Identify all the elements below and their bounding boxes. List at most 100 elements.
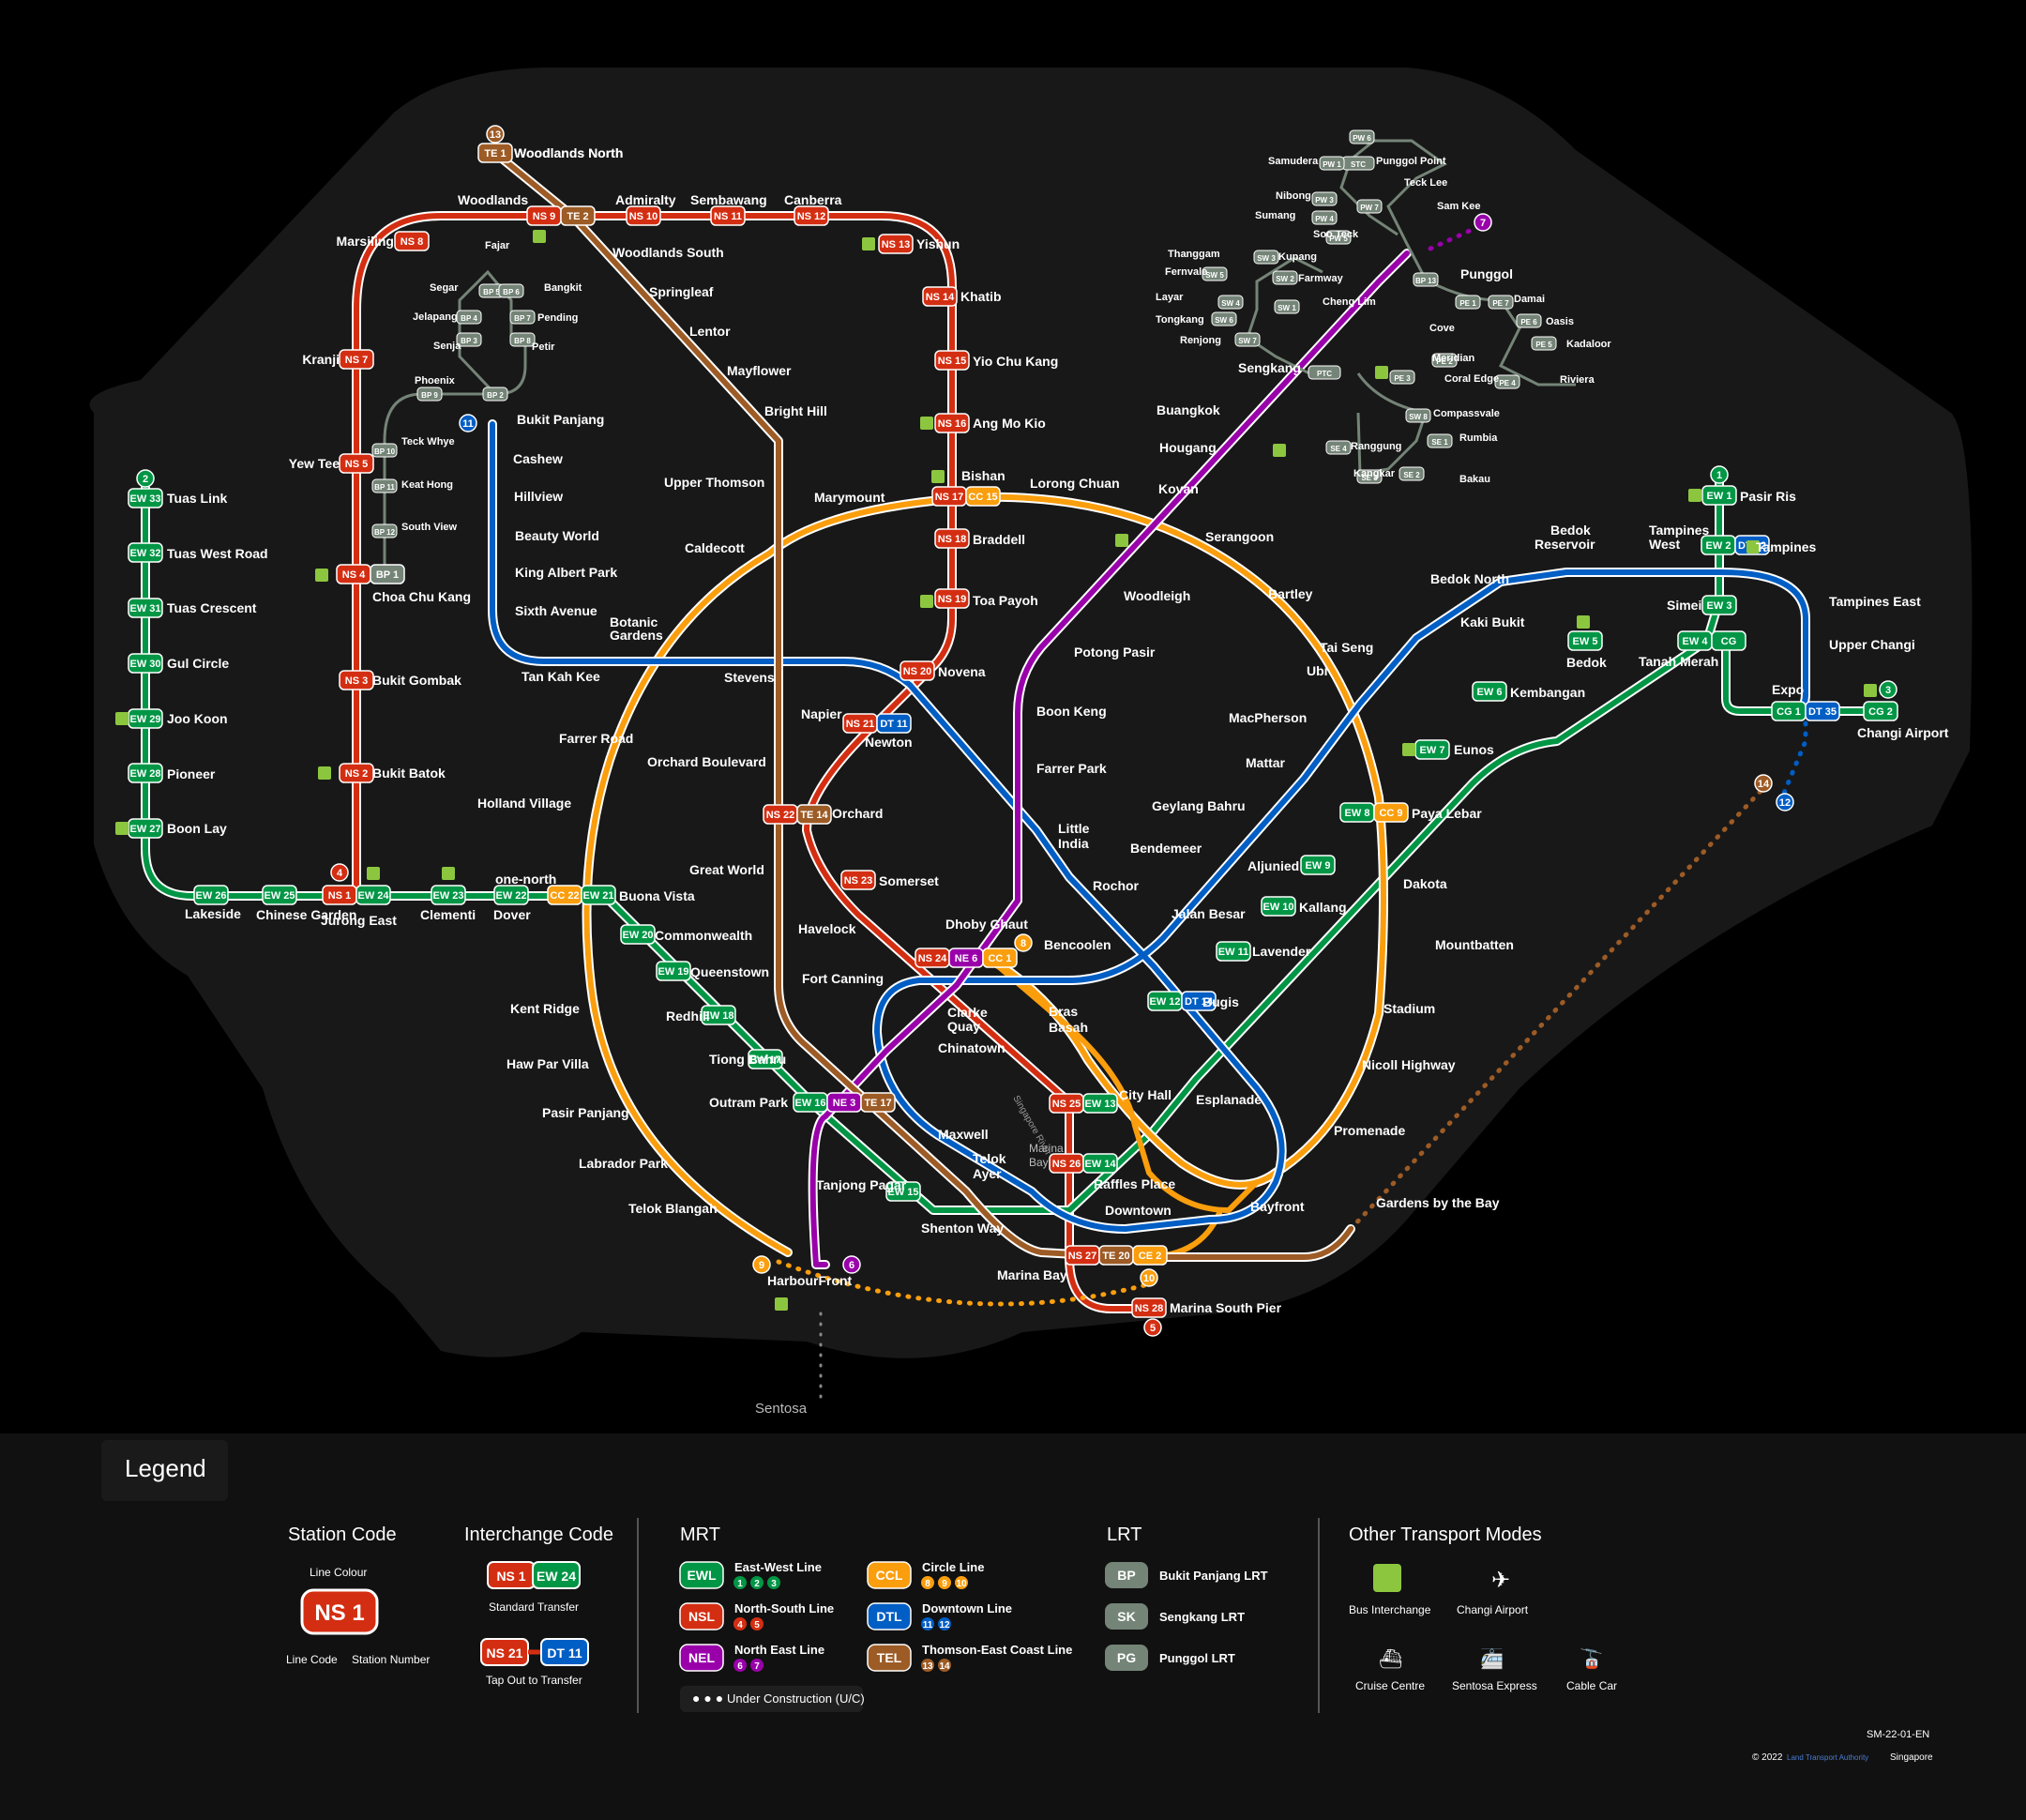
lrt-station-name[interactable]: Thanggam [1168,249,1220,260]
station-code-tag[interactable]: NS 2 [339,763,374,783]
station-name[interactable]: Ang Mo Kio [973,416,1046,431]
line-label-te[interactable]: Upper Thomson [664,475,764,490]
lrt-station-name[interactable]: Meridian [1432,353,1475,364]
line-label-dt[interactable]: Reservoir [1535,537,1595,552]
lrt-station-name[interactable]: Fernvale [1165,266,1207,278]
line-label-cc[interactable]: Tai Seng [1320,640,1373,655]
line-label-ne[interactable]: Woodleigh [1124,588,1190,603]
line-label-te[interactable]: Mayflower [727,363,792,378]
station-name[interactable]: Kranji [302,352,340,367]
station-code-tag[interactable]: EW 11 [1216,941,1251,962]
line-label-dt[interactable]: Bukit Panjang [517,412,604,427]
station-name[interactable]: Woodlands [458,192,528,207]
station-code-tag[interactable]: NS 9 TE 2 [526,205,596,226]
station-code-tag[interactable]: TE 1 [477,143,513,163]
station-name[interactable]: Paya Lebar [1412,806,1482,821]
line-label-cc[interactable]: Mountbatten [1435,937,1514,952]
station-code-tag[interactable]: NS 24 NE 6 CC 1 [915,948,1018,968]
station-code-tag[interactable]: NS 21 DT 11 [842,713,912,734]
lrt-code-tag[interactable]: PE 6 [1516,313,1542,328]
station-name[interactable]: Tanjong Pagar [816,1177,907,1192]
lrt-code-tag[interactable]: SW 4 [1217,295,1244,310]
lrt-code-tag[interactable]: PW 4 [1311,210,1338,225]
lrt-station-name[interactable]: Damai [1514,294,1545,305]
lrt-station-name[interactable]: Compassvale [1433,408,1500,419]
station-name[interactable]: Novena [938,664,986,679]
station-name[interactable]: Lavender [1252,944,1311,959]
station-code-tag[interactable]: EW 27 [128,818,163,839]
station-name[interactable]: Tampines [1756,539,1817,554]
line-label-dt[interactable]: Kaki Bukit [1460,614,1525,629]
line-label-cc[interactable]: Labrador Park [579,1156,668,1171]
lrt-code-tag[interactable]: PTC [1308,365,1341,380]
line-label-te[interactable]: Napier [801,706,842,721]
lrt-code-tag[interactable]: PE 2 [1431,353,1458,368]
station-name[interactable]: Newton [865,735,913,750]
station-code-tag[interactable]: NS 3 [339,670,374,690]
station-name[interactable]: Yew Tee [289,456,340,471]
station-code-tag[interactable]: CC 22 EW 21 [547,885,616,905]
line-label-ne[interactable]: Hougang [1159,440,1217,455]
line-label-dt[interactable]: Chinatown [938,1040,1005,1055]
line-label-dt[interactable]: Mattar [1246,755,1286,770]
line-label-dt[interactable]: Sixth Avenue [515,603,597,618]
lrt-code-tag[interactable]: PE 7 [1488,295,1514,310]
line-label-ne[interactable]: Sengkang [1238,360,1301,375]
lrt-station-name[interactable]: Kupang [1278,251,1317,263]
line-label-dt[interactable]: Beauty World [515,528,599,543]
station-code-tag[interactable]: NS 23 [840,870,876,890]
station-code-tag[interactable]: NS 4 BP 1 [336,564,405,584]
station-code-tag[interactable]: EW 4 CG [1677,630,1746,651]
station-name[interactable]: Kembangan [1510,685,1585,700]
line-label-cc[interactable]: Kent Ridge [510,1001,580,1016]
station-name[interactable]: Eunos [1454,742,1494,757]
line-label-dt[interactable]: Hillview [514,489,563,504]
station-code-tag[interactable]: EW 31 [128,598,163,618]
lrt-code-tag[interactable]: SE 1 [1427,433,1453,448]
line-label-te[interactable]: Havelock [798,921,856,936]
line-label-te[interactable]: Lentor [689,324,731,339]
station-code-tag[interactable]: EW 6 [1472,681,1507,702]
lrt-station-name[interactable]: Phoenix [415,375,456,387]
station-name[interactable]: Clementi [420,907,476,922]
station-code-tag[interactable]: NS 17 CC 15 [931,486,1001,507]
station-name[interactable]: Bukit Batok [372,766,446,781]
station-name[interactable]: Braddell [973,532,1025,547]
station-name[interactable]: Tuas West Road [167,546,268,561]
lrt-code-tag[interactable]: PW 5 [1325,230,1352,245]
station-code-tag[interactable]: NS 15 [934,350,970,371]
line-label-te[interactable]: Springleaf [649,284,714,299]
line-label-te[interactable]: Maxwell [938,1127,989,1142]
station-name[interactable]: Yishun [916,236,960,251]
station-code-tag[interactable]: NS 18 [934,528,970,549]
station-name[interactable]: Lakeside [185,906,241,921]
lrt-station-name[interactable]: Samudera [1268,156,1319,167]
line-label-dt[interactable]: Fort Canning [802,971,884,986]
lrt-code-tag[interactable]: BP 9 [416,387,443,402]
station-code-tag[interactable]: EW 1 [1701,485,1737,506]
lrt-code-tag[interactable]: SW 8 [1405,408,1431,423]
station-code-tag[interactable]: EW 26 [193,885,229,905]
lrt-code-tag[interactable]: PE 5 [1531,336,1557,351]
station-code-tag[interactable]: NS 14 [922,286,958,307]
station-code-tag[interactable]: EW 10 [1261,896,1296,917]
line-label-cc[interactable]: Nicoll Highway [1362,1057,1456,1072]
station-code-tag[interactable]: NS 26 EW 14 [1049,1153,1118,1174]
station-code-tag[interactable]: NS 7 [339,349,374,370]
station-name[interactable]: Bedok [1566,655,1607,670]
lrt-station-name[interactable]: Nibong [1276,190,1311,202]
lrt-code-tag[interactable]: SW 5 [1202,266,1228,281]
station-name[interactable]: Choa Chu Kang [372,589,471,604]
station-name[interactable]: Buona Vista [619,888,695,903]
station-name[interactable]: Pasir Ris [1740,489,1796,504]
station-code-tag[interactable]: EW 28 [128,763,163,783]
lrt-station-name[interactable]: Punggol Point [1376,156,1446,167]
station-name[interactable]: Aljunied [1247,858,1299,873]
line-label-cc[interactable]: Bartley [1268,586,1313,601]
lrt-station-name[interactable]: Coral Edge [1444,373,1499,385]
station-code-tag[interactable]: EW 7 [1414,739,1450,760]
lrt-station-name[interactable]: Pending [537,312,578,324]
station-code-tag[interactable]: EW 30 [128,653,163,674]
lrt-station-name[interactable]: Petir [532,341,555,353]
line-label-te[interactable]: Woodlands South [612,245,724,260]
